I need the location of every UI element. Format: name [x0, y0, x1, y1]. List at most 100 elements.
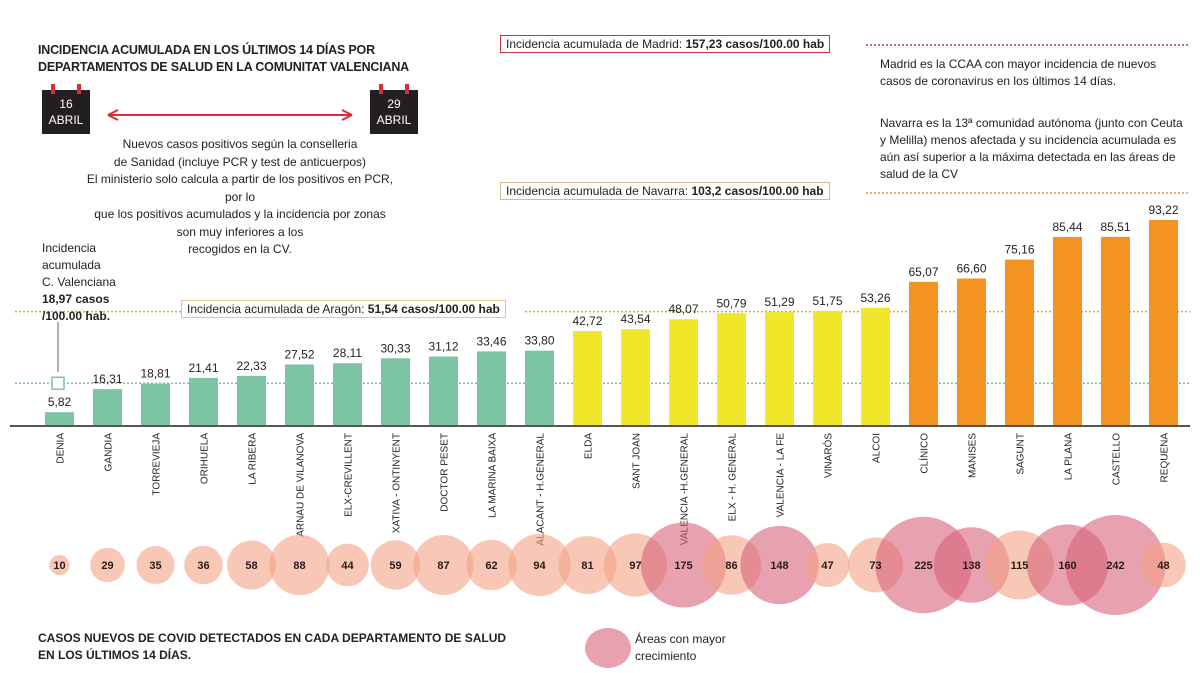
bar-value-label: 27,52 [284, 347, 314, 361]
case-bubble [49, 554, 70, 576]
bubble-value-label: 242 [1106, 560, 1124, 572]
bar [477, 351, 506, 425]
bubble-value-label: 44 [341, 560, 354, 572]
bubble-value-label: 81 [581, 560, 593, 572]
bar-value-label: 85,51 [1100, 220, 1130, 234]
bar [237, 375, 266, 425]
bar [813, 311, 842, 425]
category-label: DENIA [56, 433, 67, 464]
madrid-reference-label: Incidencia acumulada de Madrid: 157,23 c… [500, 35, 831, 53]
bar-value-label: 50,79 [716, 296, 746, 310]
case-bubble [640, 522, 727, 608]
bar-value-label: 48,07 [668, 302, 698, 316]
category-label: VALENCIA - LA FE [776, 433, 787, 518]
bubble-value-label: 115 [1011, 560, 1029, 572]
bar-value-label: 5,82 [48, 395, 72, 409]
cv-line: acumulada [42, 258, 101, 272]
note-line: El ministerio solo calcula a partir de l… [86, 172, 394, 204]
bar [429, 356, 458, 425]
bubble-value-label: 97 [629, 560, 641, 572]
case-bubble [508, 533, 571, 597]
aragon-value: 51,54 casos/100.00 hab [367, 302, 500, 316]
title-line: DEPARTAMENTOS DE SALUD EN LA COMUNITAT V… [38, 60, 409, 74]
category-label: SANT JOAN [632, 433, 643, 489]
bar [1053, 237, 1082, 425]
case-bubble [136, 545, 175, 585]
bar-value-label: 22,33 [236, 359, 266, 373]
calendar-start-icon: 16 ABRIL [42, 84, 90, 134]
madrid-label: Incidencia acumulada de Madrid: [506, 37, 686, 51]
bar-value-label: 18,81 [140, 367, 170, 381]
bar [669, 319, 698, 425]
bubble-value-label: 94 [533, 560, 546, 572]
case-bubble [413, 535, 474, 595]
category-label: DOCTOR PESET [440, 433, 451, 512]
category-label: LA RIBERA [248, 433, 259, 485]
bar-value-label: 30,33 [380, 341, 410, 355]
category-label: ELX-CREVILLENT [344, 433, 355, 517]
cv-incidence-note: Incidencia acumulada C. Valenciana 18,97… [42, 240, 116, 325]
bubble-value-label: 87 [437, 560, 449, 572]
category-label: ORIHUELA [200, 433, 211, 484]
bubble-value-label: 10 [53, 560, 65, 572]
note-line: recogidos en la CV. [188, 242, 292, 256]
end-day: 29 [387, 97, 401, 111]
arrow-heads [107, 109, 353, 121]
cv-line: Incidencia [42, 241, 97, 255]
category-label: ELDA [584, 433, 595, 459]
bubble-value-label: 175 [674, 560, 692, 572]
note-line: de Sanidad (incluye PCR y test de anticu… [113, 154, 367, 169]
category-label: LA PLANA [1064, 433, 1075, 481]
bar-value-label: 93,22 [1148, 203, 1178, 217]
category-label: ALCOI [872, 433, 883, 463]
category-label: LA MARINA BAIXA [488, 433, 499, 518]
note-line: son muy inferiores a los [176, 224, 304, 239]
bar-value-label: 66,60 [956, 261, 986, 275]
bar [717, 313, 746, 425]
bubble-value-label: 36 [197, 560, 209, 572]
end-month: ABRIL [376, 113, 412, 127]
case-bubble [326, 543, 369, 587]
bar-value-label: 33,46 [476, 334, 506, 348]
bar-value-label: 53,26 [860, 291, 890, 305]
aragon-label: Incidencia acumulada de Aragón: [187, 302, 368, 316]
bar-value-label: 85,44 [1052, 220, 1082, 234]
bar-value-label: 21,41 [188, 361, 218, 375]
madrid-value: 157,23 casos/100.00 hab [685, 37, 825, 51]
bar-value-label: 31,12 [428, 340, 458, 354]
bar [1149, 219, 1178, 425]
note-line: que los positivos acumulados y la incide… [94, 207, 386, 221]
bubble-value-label: 58 [245, 560, 257, 572]
note-line: Nuevos casos positivos según la conselle… [122, 137, 358, 151]
start-day: 16 [59, 97, 73, 111]
aragon-reference-label: Incidencia acumulada de Aragón: 51,54 ca… [181, 300, 506, 318]
bar-value-label: 51,75 [812, 294, 842, 308]
title-line: INCIDENCIA ACUMULADA EN LOS ÚLTIMOS 14 D… [38, 43, 375, 57]
case-bubble [184, 545, 223, 585]
bar-value-label: 16,31 [92, 372, 122, 386]
bar-value-label: 28,11 [333, 346, 362, 360]
navarra-reference-label: Incidencia acumulada de Navarra: 103,2 c… [500, 182, 830, 200]
bubbles-title-line: CASOS NUEVOS DE COVID DETECTADOS EN CADA… [38, 631, 507, 645]
bar [1101, 236, 1130, 425]
cv-line: C. Valenciana [42, 275, 116, 289]
case-bubble [1141, 542, 1186, 588]
bar [189, 377, 218, 425]
bubble-value-label: 73 [869, 560, 881, 572]
bar-value-label: 65,07 [908, 265, 938, 279]
case-bubble [370, 540, 421, 590]
navarra-value: 103,2 casos/100.00 hab [691, 184, 824, 198]
bubble-value-label: 160 [1058, 560, 1076, 572]
case-bubble [740, 525, 819, 605]
legend-bubble-icon [585, 628, 631, 668]
chart-title: INCIDENCIA ACUMULADA EN LOS ÚLTIMOS 14 D… [38, 42, 409, 76]
category-label: ALACANT - H.GENERAL [536, 433, 547, 546]
bar-value-label: 75,16 [1004, 243, 1034, 257]
madrid-note: Madrid es la CCAA con mayor incidencia d… [880, 57, 1157, 88]
start-month: ABRIL [48, 113, 84, 127]
bar [45, 412, 74, 425]
bubble-value-label: 138 [962, 560, 980, 572]
bar-value-label: 43,54 [620, 312, 650, 326]
case-bubble [558, 536, 617, 594]
bar-value-label: 33,80 [524, 334, 554, 348]
